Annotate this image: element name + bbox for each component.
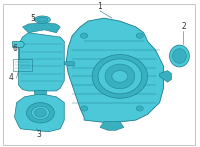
Text: 2: 2 — [181, 22, 186, 31]
Ellipse shape — [170, 45, 189, 67]
FancyBboxPatch shape — [3, 4, 195, 145]
Ellipse shape — [172, 49, 186, 63]
Text: 3: 3 — [36, 130, 41, 139]
Polygon shape — [23, 22, 60, 33]
Polygon shape — [64, 62, 74, 66]
Ellipse shape — [92, 55, 148, 98]
Polygon shape — [19, 33, 64, 91]
Text: 6: 6 — [12, 44, 17, 53]
Polygon shape — [15, 94, 64, 132]
Polygon shape — [100, 122, 124, 130]
Circle shape — [136, 33, 143, 38]
Text: 1: 1 — [98, 2, 102, 11]
Circle shape — [81, 106, 88, 111]
Ellipse shape — [105, 64, 135, 89]
Polygon shape — [66, 18, 164, 123]
Polygon shape — [160, 71, 172, 82]
Text: 4: 4 — [8, 73, 13, 82]
Circle shape — [136, 106, 143, 111]
Ellipse shape — [31, 106, 49, 119]
Ellipse shape — [37, 17, 48, 22]
Circle shape — [34, 108, 46, 117]
Polygon shape — [34, 90, 46, 94]
Text: 5: 5 — [30, 14, 35, 23]
Circle shape — [112, 71, 128, 82]
Ellipse shape — [34, 16, 50, 23]
Circle shape — [81, 33, 88, 38]
Ellipse shape — [98, 59, 142, 94]
Ellipse shape — [27, 103, 54, 123]
Polygon shape — [13, 41, 25, 47]
